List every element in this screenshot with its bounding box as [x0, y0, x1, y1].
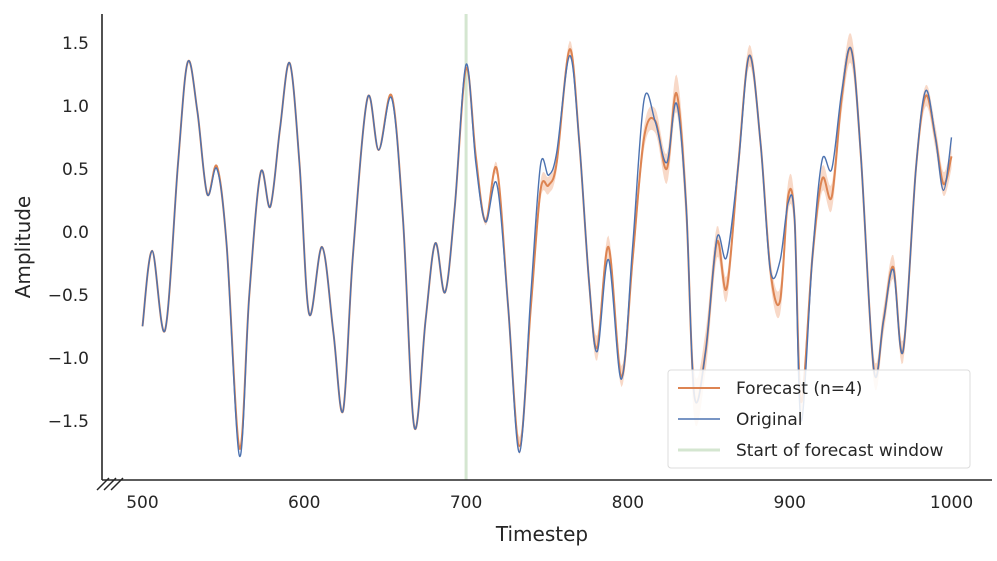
x-tick-label: 1000: [930, 493, 973, 513]
x-tick-label: 600: [288, 493, 320, 513]
x-tick-label: 900: [774, 493, 806, 513]
x-tick-label: 800: [612, 493, 644, 513]
x-tick-label: 700: [450, 493, 482, 513]
y-axis-title: Amplitude: [11, 196, 35, 299]
series-line-original: [141, 46, 953, 457]
axis-break-marks: [96, 477, 124, 491]
y-tick-label: −0.5: [48, 286, 89, 306]
x-axis-title: Timestep: [495, 522, 588, 546]
axis-break-mark: [110, 477, 124, 491]
axis-break-mark: [96, 477, 110, 491]
axis-break-mark: [103, 477, 117, 491]
legend-frame: [667, 369, 971, 469]
legend-label-forecast-start: Start of forecast window: [736, 441, 943, 461]
y-tick-labels: 1.5 1.0 0.5 0.0 −0.5 −1.0 −1.5: [48, 34, 89, 432]
legend-label-forecast: Forecast (n=4): [736, 379, 862, 399]
legend-label-original: Original: [736, 410, 803, 430]
x-tick-labels: 500 600 700 800 900 1000: [126, 493, 973, 513]
y-tick-label: 1.0: [62, 97, 89, 117]
y-tick-label: −1.0: [48, 349, 89, 369]
y-tick-label: −1.5: [48, 412, 89, 432]
x-tick-label: 500: [126, 493, 158, 513]
series-lines-group: [141, 46, 953, 457]
legend: Forecast (n=4) Original Start of forecas…: [667, 369, 971, 469]
y-tick-label: 1.5: [62, 34, 89, 54]
y-tick-label: 0.0: [62, 223, 89, 243]
y-tick-label: 0.5: [62, 160, 89, 180]
